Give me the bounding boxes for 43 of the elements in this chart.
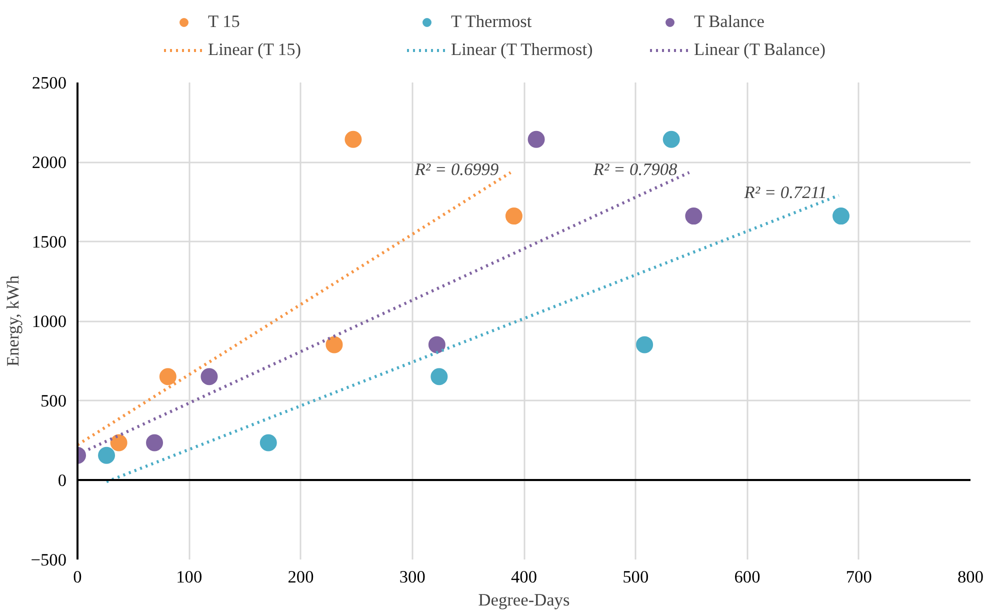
x-tick-label: 400 bbox=[511, 568, 538, 586]
x-tick-label: 500 bbox=[622, 568, 649, 586]
x-tick-label: 100 bbox=[176, 568, 202, 586]
x-tick-label: 300 bbox=[399, 568, 426, 586]
legend-label: T 15 bbox=[208, 12, 241, 32]
point bbox=[430, 368, 448, 386]
y-tick-label: 500 bbox=[40, 392, 67, 410]
point bbox=[505, 208, 522, 225]
point bbox=[428, 336, 446, 354]
y-tick-label: −500 bbox=[30, 550, 66, 570]
x-axis-title: Degree-Days bbox=[478, 590, 570, 610]
point bbox=[636, 336, 654, 354]
legend-label: Linear (T Thermost) bbox=[451, 40, 594, 60]
legend-label: Linear (T Balance) bbox=[694, 40, 826, 60]
x-tick-label: 200 bbox=[288, 568, 314, 586]
y-tick-label: 0 bbox=[58, 471, 67, 490]
y-axis-title: Energy, kWh bbox=[4, 275, 23, 366]
legend-label: T Thermost bbox=[451, 12, 533, 32]
x-tick-label: 0 bbox=[73, 568, 82, 586]
point bbox=[326, 336, 343, 354]
point bbox=[832, 208, 850, 225]
legend-label: Linear (T 15) bbox=[208, 40, 302, 60]
point bbox=[200, 368, 218, 386]
y-tick-label: 1500 bbox=[32, 232, 66, 252]
y-tick-label: 2500 bbox=[32, 74, 66, 92]
point bbox=[662, 130, 680, 148]
legend-label: T Balance bbox=[694, 12, 766, 32]
point bbox=[260, 434, 277, 452]
x-tick-label: 800 bbox=[958, 568, 984, 586]
y-tick-label: 2000 bbox=[32, 153, 66, 172]
x-tick-label: 600 bbox=[734, 568, 760, 586]
point bbox=[344, 130, 362, 148]
point bbox=[528, 130, 545, 148]
point bbox=[146, 434, 164, 452]
point bbox=[159, 368, 176, 386]
annotation: R² = 0.7908 bbox=[592, 160, 678, 179]
point bbox=[110, 434, 128, 452]
annotation: R² = 0.6999 bbox=[414, 160, 499, 179]
annotation: R² = 0.7211 bbox=[743, 182, 827, 202]
point bbox=[685, 208, 702, 225]
point bbox=[98, 446, 116, 464]
x-tick-label: 700 bbox=[846, 568, 872, 586]
y-tick-label: 1000 bbox=[32, 312, 66, 331]
